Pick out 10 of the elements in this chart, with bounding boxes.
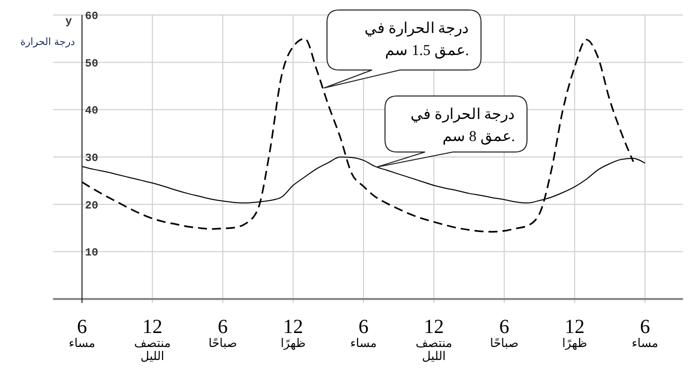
y-tick-label: 50 xyxy=(85,58,98,70)
y-tick-label: 40 xyxy=(85,106,98,118)
y-tick-label: 30 xyxy=(85,153,98,165)
y-tick-label: 20 xyxy=(85,200,98,212)
y-axis-title: درجة الحرارة xyxy=(20,37,75,48)
annotation: درجة الحرارة في عمق 1.5 سم. xyxy=(364,21,469,59)
y-tick-label: 60 xyxy=(85,11,98,23)
y-tick-label: 10 xyxy=(85,248,98,260)
annotation: درجة الحرارة في عمق 8 سم. xyxy=(410,107,515,145)
text: y xyxy=(65,16,72,28)
